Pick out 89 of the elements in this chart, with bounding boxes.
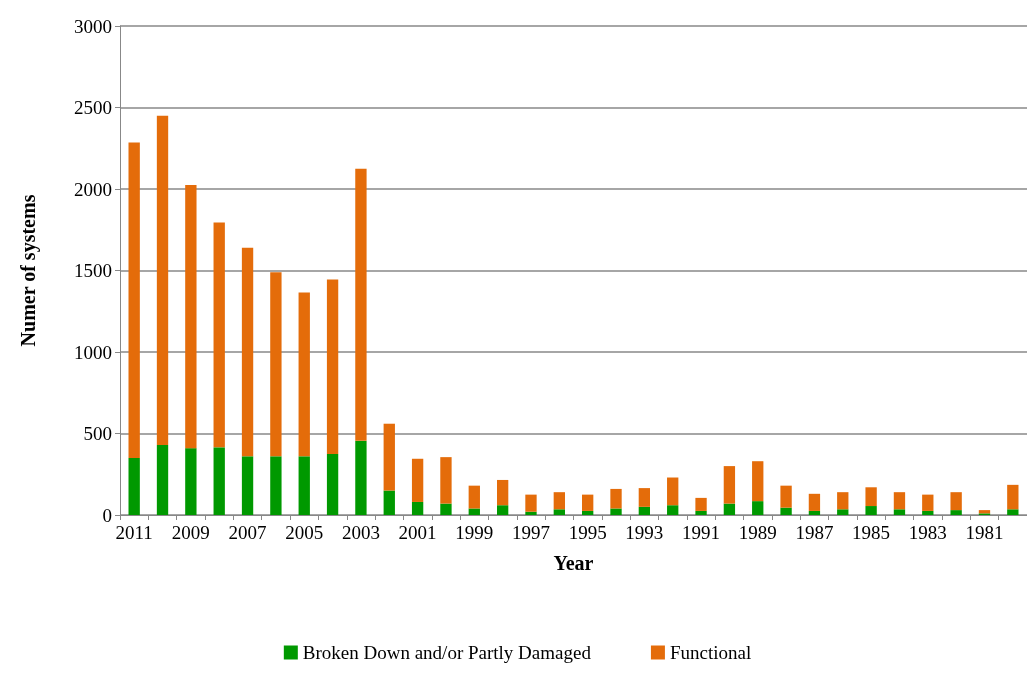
bar — [723, 466, 736, 504]
bar — [837, 492, 849, 510]
bar — [723, 503, 736, 515]
bar — [865, 487, 877, 507]
x-tick-label: 1989 — [738, 522, 777, 543]
bar — [241, 247, 254, 457]
x-tick-label: 1995 — [568, 522, 607, 543]
bar — [638, 488, 651, 507]
x-tick-label: 2007 — [228, 522, 267, 543]
bar — [185, 448, 197, 515]
bar — [837, 509, 849, 515]
x-tick-label: 2001 — [398, 522, 437, 543]
x-tick-label: 1981 — [965, 522, 1004, 543]
bar — [525, 511, 537, 515]
bar — [582, 494, 594, 511]
x-tick-label: 1997 — [511, 522, 550, 543]
y-tick-label: 2000 — [74, 178, 112, 200]
bar — [383, 423, 395, 491]
bar — [156, 115, 169, 445]
y-tick-label: 500 — [83, 423, 112, 444]
bar — [667, 477, 679, 506]
bar — [440, 503, 452, 515]
bar — [922, 494, 934, 511]
bar — [326, 453, 339, 515]
x-tick-label: 2009 — [171, 522, 210, 543]
bar — [553, 492, 565, 510]
bar — [780, 507, 792, 515]
bar — [468, 485, 480, 509]
x-axis-title: Year — [553, 552, 594, 574]
x-tick-label: 1991 — [682, 522, 721, 543]
bar — [695, 497, 707, 511]
bar — [610, 488, 622, 509]
bar — [638, 506, 651, 515]
bar — [893, 509, 906, 515]
bar — [156, 444, 169, 515]
bar — [865, 506, 877, 515]
x-tick-label: 2003 — [341, 522, 380, 543]
bar — [1007, 509, 1019, 515]
bar — [298, 292, 310, 457]
bar — [440, 457, 452, 504]
bar — [185, 184, 197, 449]
y-tick-label: 3000 — [74, 15, 112, 37]
x-tick-label: 1983 — [908, 522, 947, 543]
bar — [383, 490, 395, 515]
bar — [270, 272, 282, 457]
bar — [326, 279, 339, 454]
bar — [610, 508, 622, 515]
bar — [128, 142, 140, 458]
bar — [667, 505, 679, 515]
x-tick-label: 1993 — [625, 522, 664, 543]
bar — [553, 509, 565, 515]
y-axis-title: Numer of systems — [17, 194, 40, 347]
bar — [355, 168, 367, 441]
bar — [950, 492, 962, 511]
bar — [496, 479, 509, 506]
x-tick-label: 2011 — [115, 522, 153, 543]
y-tick-label: 1000 — [74, 341, 112, 363]
bar — [582, 510, 594, 515]
bar — [808, 493, 821, 511]
bar — [241, 456, 254, 515]
bar — [298, 456, 310, 515]
bar — [525, 494, 537, 512]
bar — [780, 485, 792, 508]
y-tick-label: 2500 — [74, 97, 112, 118]
x-tick-label: 2005 — [285, 522, 324, 543]
bar — [355, 440, 367, 515]
bar — [468, 508, 480, 515]
x-tick-label: 1999 — [455, 522, 494, 543]
bar — [922, 510, 934, 515]
bar — [496, 505, 509, 515]
bar — [270, 456, 282, 515]
bar — [213, 222, 225, 448]
bar — [893, 492, 906, 510]
bar — [695, 510, 707, 515]
x-tick-label: 1985 — [852, 522, 891, 543]
bar — [213, 447, 225, 515]
bar — [752, 461, 764, 502]
legend-label: Broken Down and/or Partly Damaged — [302, 642, 592, 663]
bar — [411, 501, 424, 515]
bar — [411, 458, 424, 502]
bar — [808, 510, 821, 515]
bar — [950, 510, 962, 515]
bar — [752, 501, 764, 515]
legend-label: Functional — [669, 642, 752, 663]
bar — [128, 457, 140, 515]
y-tick-label: 0 — [102, 504, 112, 526]
bar — [1007, 484, 1019, 510]
x-tick-label: 1987 — [795, 522, 834, 543]
y-tick-label: 1500 — [74, 260, 112, 281]
